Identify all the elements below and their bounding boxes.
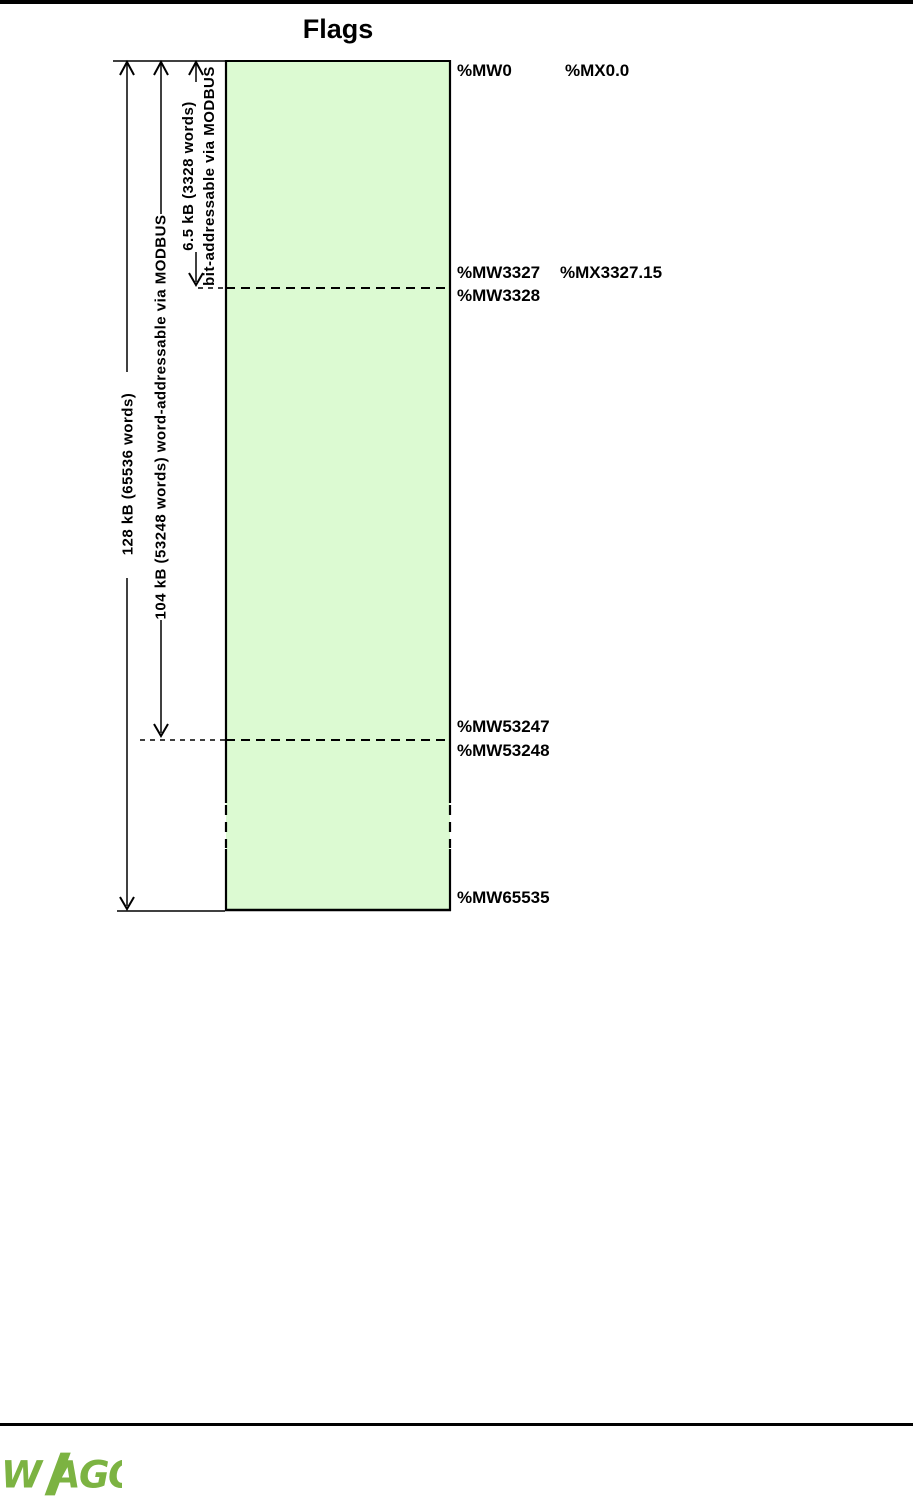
annotation-word-addressable: 104 kB (53248 words) word-addressable vi… bbox=[152, 214, 170, 620]
addr-mw3328: %MW3328 bbox=[457, 286, 541, 305]
addr-mw3327: %MW3327 bbox=[457, 263, 541, 282]
top-border-rule bbox=[0, 0, 913, 4]
addr-mx3327-15: %MX3327.15 bbox=[560, 263, 663, 282]
footer-rule bbox=[0, 1423, 913, 1426]
wago-logo: W AGO bbox=[2, 1451, 122, 1497]
extension-ticks bbox=[113, 60, 225, 912]
annotation-bit-line2: bit-addressable via MODBUS bbox=[201, 66, 218, 286]
wago-logo-w: W bbox=[2, 1452, 44, 1496]
wago-logo-slash-icon bbox=[44, 1452, 71, 1496]
addr-mw53248: %MW53248 bbox=[457, 741, 550, 760]
arrow-total-size bbox=[119, 59, 135, 911]
wago-logo-graphic: W AGO bbox=[2, 1452, 122, 1496]
annotation-total-size: 128 kB (65536 words) bbox=[119, 392, 137, 556]
arrow-bit-addressable bbox=[188, 59, 204, 287]
addr-mx0-0: %MX0.0 bbox=[565, 61, 630, 80]
addr-mw53247: %MW53247 bbox=[457, 717, 550, 736]
wago-logo-ago: AGO bbox=[49, 1452, 122, 1496]
arrow-word-addressable bbox=[153, 59, 169, 738]
annotation-bit-addressable: 6.5 kB (3328 words) bit-addressable via … bbox=[178, 66, 220, 286]
memory-block bbox=[224, 60, 452, 912]
addr-mw65535: %MW65535 bbox=[457, 888, 550, 907]
diagram-title: Flags bbox=[302, 14, 374, 44]
annotation-bit-line1: 6.5 kB (3328 words) bbox=[180, 101, 197, 251]
addr-mw0: %MW0 bbox=[457, 61, 512, 80]
